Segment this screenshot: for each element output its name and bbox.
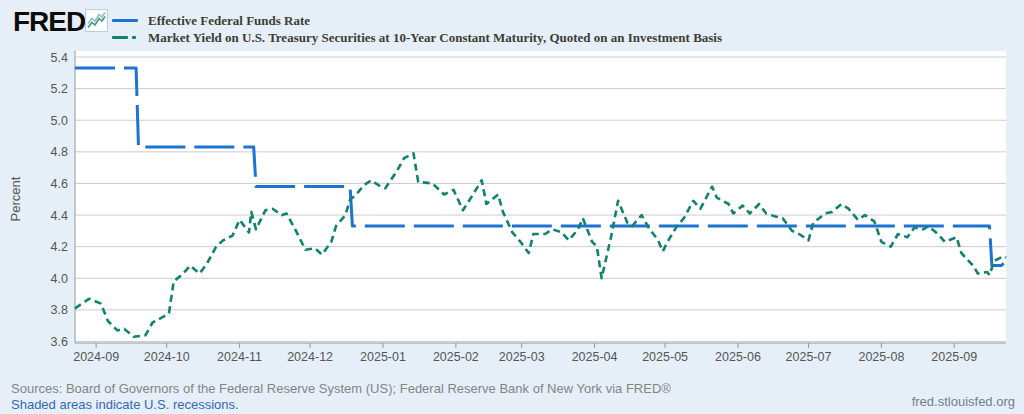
recessions-link[interactable]: Shaded areas indicate U.S. recessions. bbox=[11, 397, 671, 413]
chart-footer: Sources: Board of Governors of the Feder… bbox=[11, 381, 671, 412]
legend-item-treasury-10y: Market Yield on U.S. Treasury Securities… bbox=[112, 29, 722, 46]
y-axis-tick-label: 3.8 bbox=[51, 303, 68, 317]
x-axis-tick-label: 2024-11 bbox=[217, 350, 262, 364]
x-axis-tick-label: 2025-01 bbox=[360, 350, 406, 364]
y-axis-title: Percent bbox=[8, 176, 23, 221]
x-axis-tick-label: 2025-02 bbox=[433, 350, 479, 364]
legend-swatch-solid bbox=[112, 19, 142, 22]
x-axis-tick-label: 2025-03 bbox=[499, 350, 545, 364]
x-axis-tick-label: 2025-08 bbox=[858, 350, 904, 364]
chart-legend: Effective Federal Funds Rate Market Yiel… bbox=[112, 12, 722, 46]
fred-logo-text: FRED bbox=[13, 6, 85, 37]
x-axis-tick-label: 2025-06 bbox=[715, 350, 761, 364]
plot-area: 3.6 3.8 4.0 4.2 4.4 4.6 4.8 5.0 5.2 5.4 2024-09 202… bbox=[0, 0, 1024, 414]
fred-logo: FRED® bbox=[13, 6, 90, 38]
legend-swatch-dash-dot bbox=[112, 36, 142, 39]
y-axis-tick-label: 4.8 bbox=[51, 145, 68, 159]
x-axis-tick-label: 2024-10 bbox=[144, 350, 190, 364]
y-axis-tick-label: 4.6 bbox=[51, 177, 68, 191]
fred-site-link[interactable]: fred.stlouisfed.org bbox=[912, 394, 1015, 409]
x-axis-tick-label: 2025-09 bbox=[931, 350, 977, 364]
y-axis-tick-label: 5.4 bbox=[51, 51, 68, 65]
x-axis-tick-label: 2025-05 bbox=[642, 350, 688, 364]
x-axis-tick-label: 2025-04 bbox=[572, 350, 618, 364]
y-axis-tick-label: 4.0 bbox=[51, 272, 68, 286]
line-chart-icon bbox=[85, 9, 108, 32]
y-axis-tick-label: 5.2 bbox=[51, 82, 68, 96]
y-axis-tick-label: 4.2 bbox=[51, 240, 68, 254]
x-axis-tick-label: 2024-12 bbox=[287, 350, 333, 364]
y-axis-tick-label: 5.0 bbox=[51, 114, 68, 128]
legend-label-treasury-10y: Market Yield on U.S. Treasury Securities… bbox=[148, 30, 722, 46]
fred-chart: 3.6 3.8 4.0 4.2 4.4 4.6 4.8 5.0 5.2 5.4 2024-09 202… bbox=[0, 0, 1024, 414]
x-axis-tick-label: 2024-09 bbox=[73, 350, 119, 364]
x-axis-tick-label: 2025-07 bbox=[786, 350, 832, 364]
y-axis-tick-label: 3.6 bbox=[51, 335, 68, 349]
legend-label-effr: Effective Federal Funds Rate bbox=[148, 13, 310, 29]
y-axis-tick-label: 4.4 bbox=[51, 209, 68, 223]
plot-background bbox=[75, 51, 1006, 343]
legend-item-effr: Effective Federal Funds Rate bbox=[112, 12, 722, 29]
sources-text: Sources: Board of Governors of the Feder… bbox=[11, 381, 671, 397]
